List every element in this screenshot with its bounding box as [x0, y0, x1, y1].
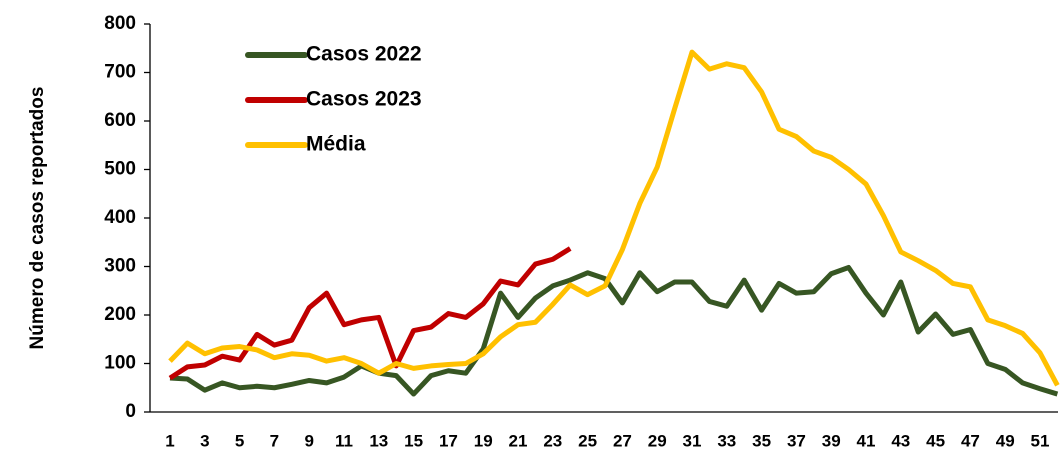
- x-tick-label: 47: [961, 431, 980, 450]
- x-tick-label: 7: [270, 431, 279, 450]
- x-tick-label: 1: [165, 431, 174, 450]
- legend-label: Casos 2023: [306, 88, 422, 111]
- y-tick-label: 500: [104, 159, 136, 180]
- y-tick-label: 400: [104, 207, 136, 228]
- y-tick-label: 300: [104, 256, 136, 277]
- x-tick-label: 33: [717, 431, 736, 450]
- x-tick-label: 39: [822, 431, 841, 450]
- x-tick-label: 37: [787, 431, 806, 450]
- x-tick-label: 23: [543, 431, 562, 450]
- x-tick-label: 45: [926, 431, 945, 450]
- x-tick-label: 29: [648, 431, 667, 450]
- x-tick-label: 49: [996, 431, 1015, 450]
- y-tick-label: 600: [104, 110, 136, 131]
- x-tick-label: 43: [891, 431, 910, 450]
- legend-label: Média: [306, 133, 366, 156]
- series-line: [169, 264, 1059, 397]
- x-tick-label: 21: [509, 431, 528, 450]
- y-tick-label: 700: [104, 62, 136, 83]
- x-tick-label: 25: [578, 431, 597, 450]
- y-tick-label: 800: [104, 13, 136, 34]
- series-line: [168, 49, 1060, 387]
- legend-label: Casos 2022: [306, 43, 422, 66]
- x-tick-label: 15: [404, 431, 423, 450]
- x-tick-label: 31: [683, 431, 702, 450]
- x-tick-label: 19: [474, 431, 493, 450]
- y-tick-label: 200: [104, 304, 136, 325]
- x-tick-label: 27: [613, 431, 632, 450]
- x-tick-label: 9: [304, 431, 313, 450]
- x-tick-label: 51: [1031, 431, 1050, 450]
- x-tick-label: 13: [369, 431, 388, 450]
- x-tick-label: 5: [235, 431, 244, 450]
- x-tick-label: 41: [857, 431, 876, 450]
- y-tick-label: 0: [125, 401, 136, 422]
- x-tick-label: 11: [335, 431, 353, 450]
- series-line: [168, 246, 572, 381]
- x-tick-label: 17: [439, 431, 458, 450]
- x-tick-label: 3: [200, 431, 209, 450]
- x-tick-label: 35: [752, 431, 771, 450]
- y-tick-label: 100: [104, 353, 136, 374]
- y-axis-label: Número de casos reportados: [27, 87, 48, 350]
